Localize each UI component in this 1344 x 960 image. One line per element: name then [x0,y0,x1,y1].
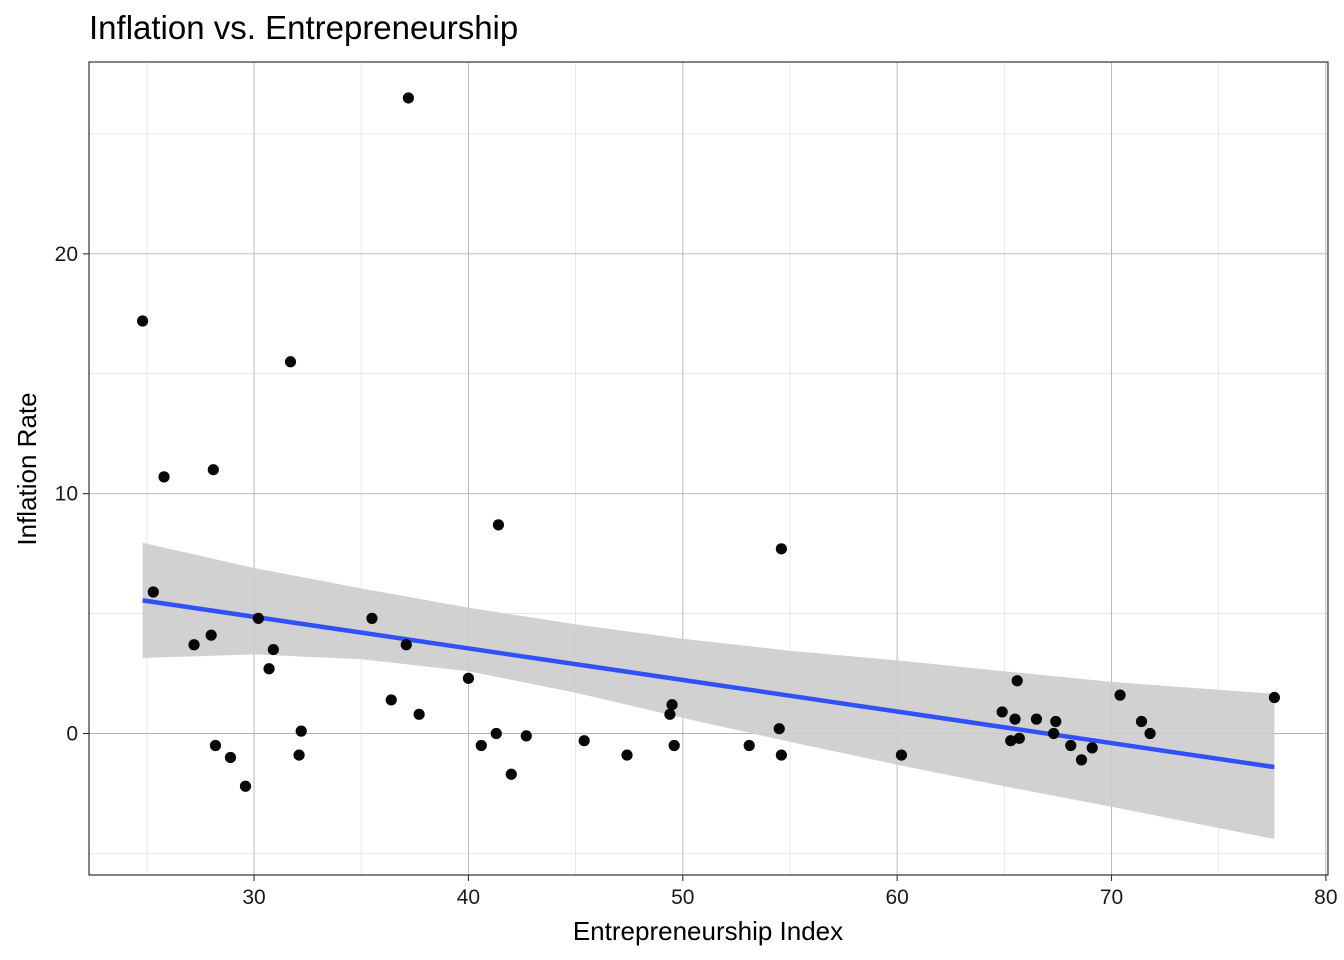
data-point [462,672,475,684]
data-point [773,723,785,735]
data-point [895,749,908,761]
data-point [1030,713,1043,725]
data-point [136,315,149,327]
data-point [492,519,505,531]
data-point [578,735,590,747]
data-point [263,663,275,675]
data-point [775,749,787,761]
data-point [239,780,252,792]
x-tick-label: 50 [671,886,694,909]
x-axis: 30 40 50 60 70 80 [242,875,1338,909]
data-point [1114,689,1126,701]
data-point [490,727,502,740]
data-point [295,725,307,737]
data-point [666,699,678,711]
data-point [366,612,378,624]
x-tick-label: 60 [885,886,908,909]
data-point [188,639,200,651]
y-axis-title: Inflation Rate [12,392,42,545]
data-point [158,471,170,483]
y-tick-label: 10 [55,483,78,506]
data-point [1065,739,1077,752]
data-point [1050,715,1062,728]
data-point [621,749,633,761]
chart-title: Inflation vs. Entrepreneurship [89,9,518,46]
regression-line [142,598,1275,770]
data-point [505,768,517,780]
x-tick-label: 70 [1100,886,1123,909]
y-tick-label: 20 [55,243,78,266]
data-point [1086,742,1098,754]
x-tick-label: 30 [242,886,265,909]
data-points [136,92,1281,792]
data-point [1144,727,1156,740]
data-point [1268,691,1281,704]
data-point [147,586,159,598]
data-point [520,730,532,742]
data-point [1135,715,1148,728]
data-point [209,739,222,752]
y-tick-label: 0 [66,723,78,746]
x-tick-label: 80 [1314,886,1337,909]
major-gridlines [89,62,1328,875]
plot-border [88,61,1329,876]
data-point [293,749,305,761]
data-point [743,739,755,752]
data-point [668,739,680,752]
confidence-band [142,542,1275,839]
data-point [775,543,787,555]
data-point [1013,732,1025,744]
data-point [996,706,1008,718]
data-point [205,629,217,641]
data-point [284,356,297,368]
data-point [1005,735,1017,747]
data-point [207,464,219,476]
data-point [1011,675,1023,687]
data-point [224,751,237,764]
data-point [385,694,397,706]
y-axis: 0 10 20 [55,243,89,746]
data-point [402,92,414,104]
data-point [400,639,412,651]
data-point [1048,727,1060,740]
x-tick-label: 40 [457,886,480,909]
x-axis-title: Entrepreneurship Index [573,916,843,946]
data-point [475,739,487,752]
data-point [664,708,676,720]
data-point [252,612,264,624]
data-point [1009,713,1021,725]
data-point [413,708,425,720]
data-point [267,643,279,656]
data-point [1075,754,1088,766]
